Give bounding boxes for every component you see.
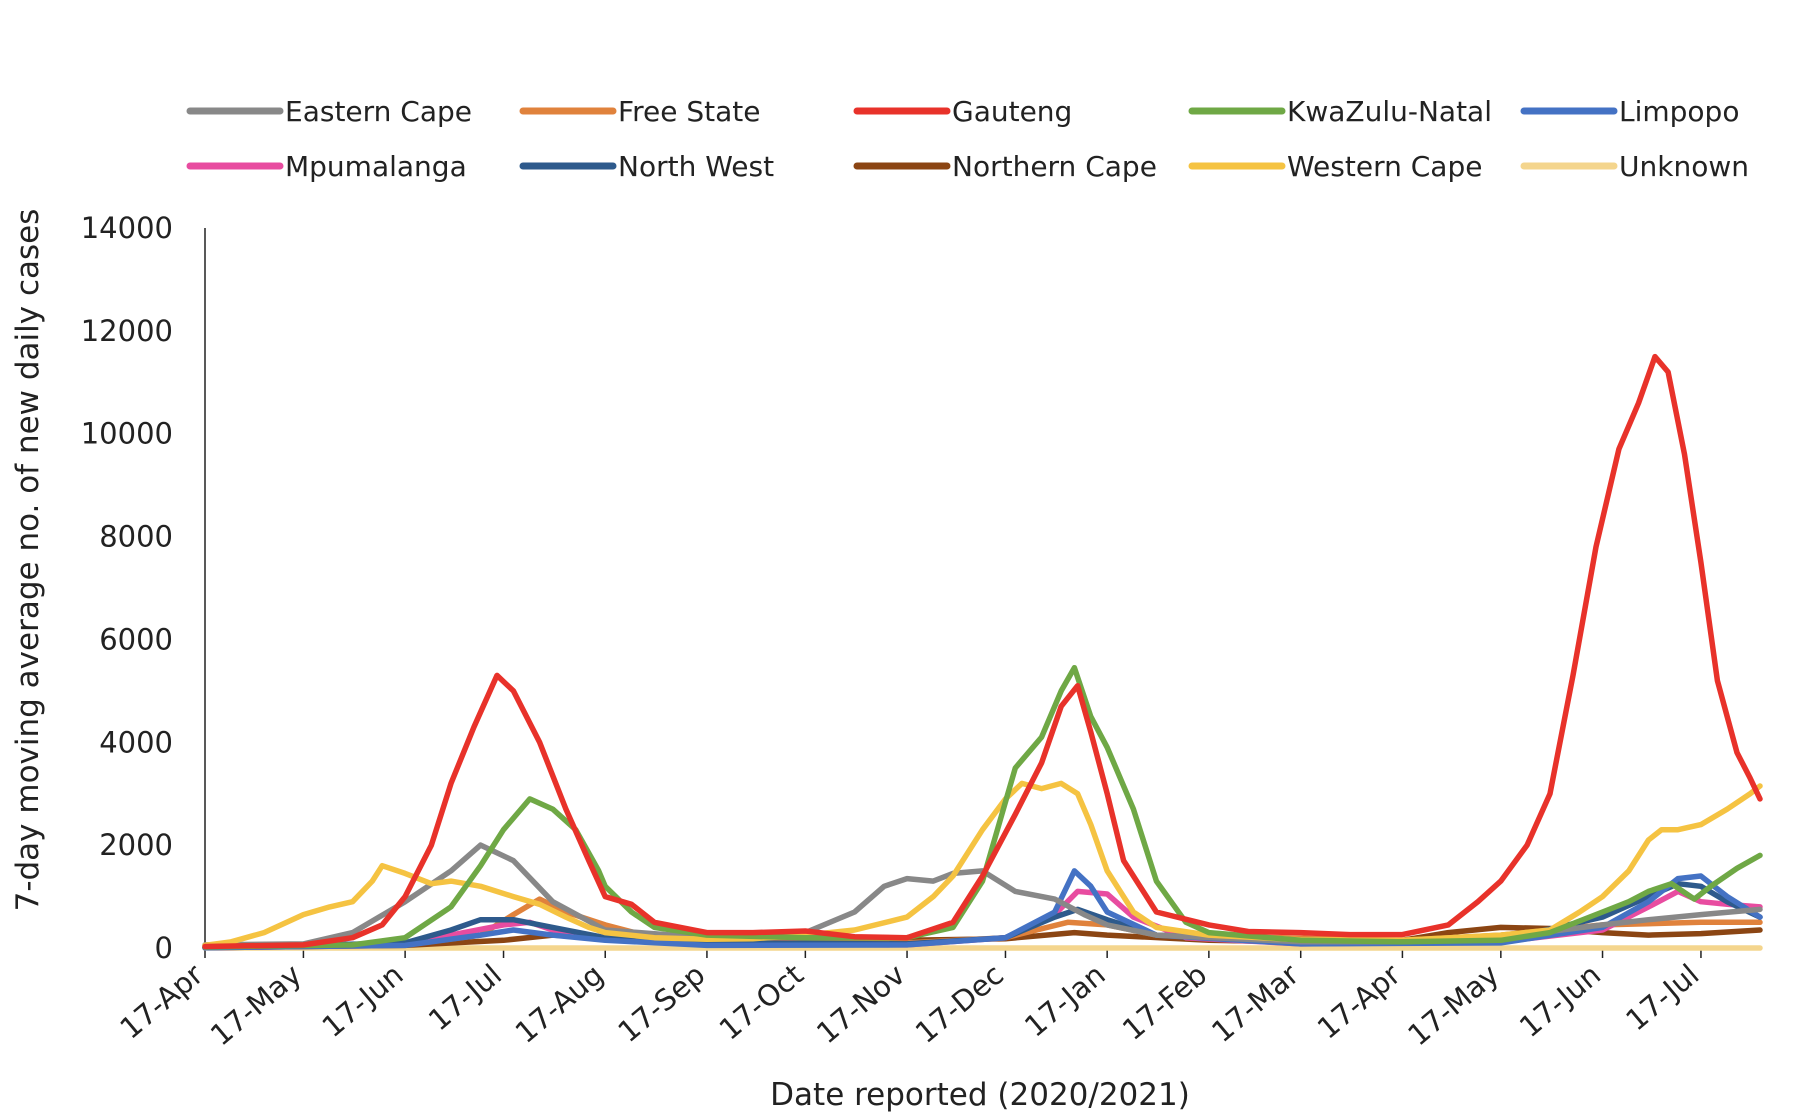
legend-item-mpumalanga: Mpumalanga bbox=[186, 150, 467, 183]
y-tick-label: 2000 bbox=[99, 828, 173, 862]
x-axis-title: Date reported (2020/2021) bbox=[770, 1077, 1190, 1113]
x-tick-label: 17-Sep bbox=[611, 957, 711, 1049]
legend-item-free-state: Free State bbox=[519, 95, 760, 128]
x-tick-label: 17-Nov bbox=[810, 957, 911, 1050]
x-tick-label: 17-Jan bbox=[1018, 957, 1112, 1043]
y-axis-title: 7-day moving average no. of new daily ca… bbox=[10, 209, 46, 912]
legend-item-northern-cape: Northern Cape bbox=[853, 150, 1157, 183]
x-tick-label: 17-May bbox=[204, 957, 308, 1052]
legend-item-unknown: Unknown bbox=[1520, 150, 1749, 183]
y-tick-label: 6000 bbox=[99, 622, 173, 656]
x-tick-label: 17-Apr bbox=[1311, 957, 1407, 1045]
y-tick-label: 10000 bbox=[81, 417, 173, 451]
y-tick-label: 12000 bbox=[81, 314, 173, 348]
legend-item-limpopo: Limpopo bbox=[1520, 95, 1739, 128]
series-line-kwazulu-natal bbox=[202, 664, 1763, 950]
legend-item-north-west: North West bbox=[519, 150, 774, 183]
x-tick-label: 17-Apr bbox=[113, 957, 209, 1045]
legend-label: KwaZulu-Natal bbox=[1287, 95, 1492, 128]
chart-legend: Eastern Cape Free State Gauteng KwaZulu-Nat… bbox=[186, 95, 1749, 183]
x-tick-label: 17-Oct bbox=[713, 957, 810, 1046]
legend-label: Western Cape bbox=[1287, 150, 1482, 183]
x-tick-label: 17-Mar bbox=[1205, 957, 1305, 1049]
legend-item-eastern-cape: Eastern Cape bbox=[186, 95, 472, 128]
legend-item-western-cape: Western Cape bbox=[1188, 150, 1482, 183]
series-line-gauteng bbox=[202, 353, 1763, 950]
legend-label: Eastern Cape bbox=[285, 95, 472, 128]
legend-label: Gauteng bbox=[952, 95, 1072, 128]
legend-label: North West bbox=[618, 150, 774, 183]
x-tick-label: 17-Aug bbox=[509, 957, 610, 1049]
y-axis: 0 2000 4000 6000 8000 10000 12000 14000 bbox=[81, 211, 206, 965]
series-line-limpopo bbox=[202, 868, 1763, 951]
plot-area bbox=[202, 353, 1763, 951]
legend-label: Mpumalanga bbox=[285, 150, 467, 183]
series-line-western-cape bbox=[202, 780, 1763, 949]
legend-label: Unknown bbox=[1619, 150, 1749, 183]
x-tick-label: 17-Dec bbox=[909, 957, 1010, 1050]
x-tick-label: 17-Jul bbox=[1619, 957, 1705, 1037]
x-tick-label: 17-Feb bbox=[1116, 957, 1213, 1047]
legend-label: Limpopo bbox=[1619, 95, 1739, 128]
x-tick-label: 17-Jun bbox=[1513, 957, 1607, 1044]
legend-item-kwazulu-natal: KwaZulu-Natal bbox=[1188, 95, 1492, 128]
x-tick-label: 17-Jul bbox=[422, 957, 508, 1037]
y-tick-label: 8000 bbox=[99, 520, 173, 554]
x-tick-label: 17-May bbox=[1401, 957, 1505, 1052]
x-tick-label: 17-Jun bbox=[316, 957, 410, 1044]
legend-label: Free State bbox=[618, 95, 760, 128]
y-tick-label: 14000 bbox=[81, 211, 173, 245]
y-tick-label: 0 bbox=[155, 931, 173, 965]
legend-item-gauteng: Gauteng bbox=[853, 95, 1072, 128]
legend-label: Northern Cape bbox=[952, 150, 1157, 183]
y-tick-label: 4000 bbox=[99, 725, 173, 759]
